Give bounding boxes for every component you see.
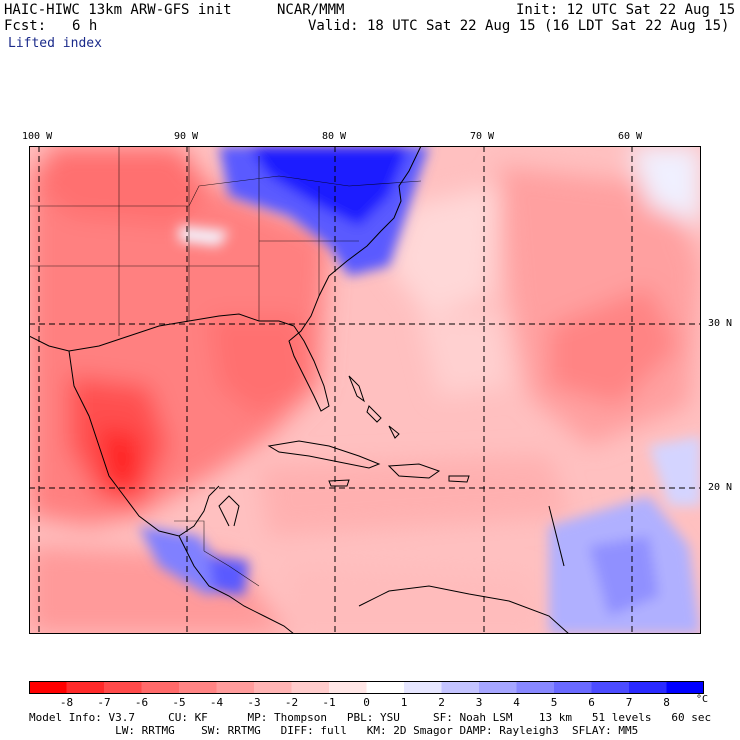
- shading-layer: [29, 146, 701, 634]
- lon-label-60w: 60 W: [618, 131, 643, 142]
- colorbar-tick-label: 0: [363, 696, 370, 709]
- model-title: HAIC-HIWC 13km ARW-GFS init: [4, 2, 232, 18]
- init-time: Init: 12 UTC Sat 22 Aug 15: [516, 2, 736, 18]
- colorbar-cell: [254, 681, 292, 694]
- colorbar-unit: °C: [696, 694, 709, 705]
- colorbar-tick-label: -8: [59, 696, 74, 709]
- colorbar-tick-label: -6: [134, 696, 149, 709]
- lat-label-30n: 30 N: [708, 318, 733, 329]
- field-name: Lifted index: [8, 36, 102, 51]
- colorbar-cell: [104, 681, 142, 694]
- colorbar-cell: [666, 681, 704, 694]
- colorbar-cell: [141, 681, 180, 694]
- colorbar-cell: [479, 681, 517, 694]
- lon-label-100w: 100 W: [22, 131, 53, 142]
- fcst-label: Fcst:: [4, 18, 47, 34]
- colorbar-cell: [441, 681, 480, 694]
- colorbar-tick-label: 5: [550, 696, 558, 709]
- colorbar-tick-label: 6: [588, 696, 595, 709]
- lat-label-20n: 20 N: [708, 482, 733, 493]
- colorbar: [29, 681, 704, 694]
- boundary-layer: [29, 146, 422, 587]
- colorbar-cell: [291, 681, 330, 694]
- latlon-grid: [29, 146, 701, 634]
- colorbar-cell: [179, 681, 217, 694]
- lon-label-70w: 70 W: [470, 131, 495, 142]
- lon-label-90w: 90 W: [174, 131, 199, 142]
- colorbar-tick-label: -4: [209, 696, 224, 709]
- colorbar-tick-label: -7: [97, 696, 111, 709]
- colorbar-tick-label: 2: [438, 696, 445, 709]
- colorbar-cell: [404, 681, 442, 694]
- colorbar-tick-label: -3: [247, 696, 261, 709]
- model-info-line2: LW: RRTMG SW: RRTMG DIFF: full KM: 2D Sm…: [29, 724, 639, 737]
- valid-time: Valid: 18 UTC Sat 22 Aug 15 (16 LDT Sat …: [308, 18, 730, 34]
- model-info-line1: Model Info: V3.7 CU: KF MP: Thompson PBL…: [29, 711, 712, 724]
- colorbar-cell: [629, 681, 667, 694]
- colorbar-cell: [554, 681, 592, 694]
- colorbar-cell: [216, 681, 255, 694]
- lon-label-80w: 80 W: [322, 131, 347, 142]
- colorbar-cell: [366, 681, 405, 694]
- colorbar-cell: [516, 681, 555, 694]
- colorbar-tick-label: 8: [663, 696, 670, 709]
- colorbar-tick-label: -5: [172, 696, 186, 709]
- colorbar-tick-label: 3: [475, 696, 483, 709]
- lifted-index-map: [29, 146, 701, 634]
- colorbar-tick-label: 7: [625, 696, 633, 709]
- colorbar-tick-label: -2: [284, 696, 299, 709]
- colorbar-cell: [29, 681, 67, 694]
- colorbar-tick-label: -1: [322, 696, 336, 709]
- colorbar-cell: [591, 681, 630, 694]
- org-label: NCAR/MMM: [277, 2, 345, 18]
- colorbar-tick-label: 4: [513, 696, 520, 709]
- colorbar-cell: [329, 681, 367, 694]
- map-frame: [29, 146, 701, 634]
- colorbar-tick-label: 1: [400, 696, 408, 709]
- colorbar-cell: [66, 681, 105, 694]
- fcst-value: 6 h: [72, 18, 98, 34]
